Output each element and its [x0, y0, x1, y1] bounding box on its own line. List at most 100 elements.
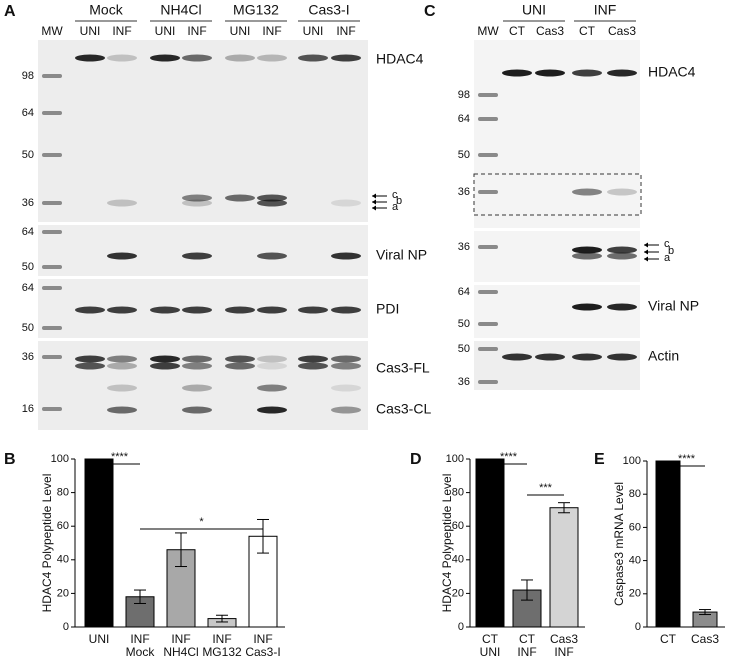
bar [84, 458, 114, 628]
lane-label: UNI [303, 24, 324, 38]
x-tick-label: UNI [89, 632, 110, 646]
protein-band [331, 54, 361, 62]
protein-band [535, 69, 565, 77]
y-tick-label: 60 [57, 520, 69, 532]
protein-band [572, 303, 602, 311]
panel-letter: D [410, 451, 422, 468]
band-letter: b [396, 195, 402, 207]
protein-band [331, 355, 361, 363]
protein-band [75, 54, 105, 62]
blot [38, 40, 368, 222]
mw-marker: 64 [22, 226, 34, 238]
ladder-band [42, 111, 62, 115]
protein-band [257, 406, 287, 414]
blot [474, 231, 640, 282]
ladder-band [478, 93, 498, 97]
ladder-band [478, 380, 498, 384]
panel-letter: E [594, 451, 605, 468]
arrow-head [644, 256, 648, 262]
protein-label: HDAC4 [376, 51, 424, 67]
x-tick-label: NH4Cl [163, 645, 198, 659]
protein-band [225, 54, 255, 62]
y-tick-label: 20 [57, 587, 69, 599]
protein-band [331, 406, 361, 414]
zoom-box [473, 173, 642, 216]
blot [474, 341, 640, 390]
x-tick-label: INF [517, 645, 536, 659]
protein-band [107, 362, 137, 370]
protein-band [572, 188, 602, 196]
protein-band [107, 54, 137, 62]
protein-band [535, 353, 565, 361]
protein-band [298, 362, 328, 370]
mw-label: MW [477, 24, 499, 38]
protein-band [572, 353, 602, 361]
lane-label: INF [187, 24, 206, 38]
protein-band [607, 188, 637, 196]
protein-label: Viral NP [376, 247, 427, 263]
protein-band [257, 54, 287, 62]
ladder-band [42, 355, 62, 359]
x-tick-label: Cas3 [691, 632, 719, 646]
ladder-band [478, 190, 498, 194]
blot [38, 279, 368, 338]
y-tick-label: 100 [623, 455, 641, 467]
y-axis-title: HDAC4 Polypeptide Level [440, 474, 454, 613]
lane-label: UNI [155, 24, 176, 38]
y-tick-label: 0 [458, 621, 464, 633]
error-bar [257, 518, 269, 554]
protein-band [75, 306, 105, 314]
blot-membrane [38, 40, 368, 222]
error-bar [699, 609, 711, 616]
blot-membrane [38, 225, 368, 276]
y-tick-label: 80 [452, 487, 464, 499]
ladder-band [42, 201, 62, 205]
y-tick-label: 0 [635, 621, 641, 633]
protein-band [572, 246, 602, 254]
ladder-band [42, 326, 62, 330]
protein-band [298, 306, 328, 314]
lane-label: Cas3 [536, 24, 564, 38]
y-tick-label: 80 [629, 488, 641, 500]
protein-label: Viral NP [648, 298, 699, 314]
error-bar [521, 579, 533, 601]
error-bar [134, 589, 146, 604]
blot-membrane [474, 40, 640, 228]
protein-band [298, 54, 328, 62]
band-letter: c [664, 238, 670, 250]
protein-band [607, 252, 637, 260]
protein-band [331, 306, 361, 314]
panel-letter: A [4, 3, 16, 20]
arrow-head [644, 242, 648, 248]
ladder-band [478, 290, 498, 294]
mw-marker: 36 [22, 351, 34, 363]
mw-marker: 36 [458, 376, 470, 388]
protein-band [225, 306, 255, 314]
protein-band [225, 194, 255, 202]
protein-band [257, 362, 287, 370]
protein-band [75, 355, 105, 363]
error-bar [216, 614, 228, 623]
x-tick-label: CT [660, 632, 677, 646]
protein-band [331, 384, 361, 392]
x-tick-label: Mock [126, 645, 156, 659]
ladder-band [478, 153, 498, 157]
protein-band [182, 54, 212, 62]
blot [474, 285, 640, 338]
protein-band [572, 252, 602, 260]
mw-marker: 64 [458, 113, 470, 125]
group-label: NH4Cl [160, 2, 201, 18]
y-tick-label: 100 [446, 453, 464, 465]
protein-band [225, 355, 255, 363]
blot-membrane [474, 285, 640, 338]
protein-band [257, 194, 287, 202]
significance-label: *** [539, 482, 553, 494]
x-tick-label: MG132 [202, 645, 242, 659]
protein-band [182, 355, 212, 363]
x-tick-label: INF [212, 632, 231, 646]
x-tick-label: UNI [480, 645, 501, 659]
protein-band [182, 306, 212, 314]
protein-label: Cas3-FL [376, 360, 430, 376]
mw-marker: 50 [22, 149, 34, 161]
protein-band [607, 69, 637, 77]
